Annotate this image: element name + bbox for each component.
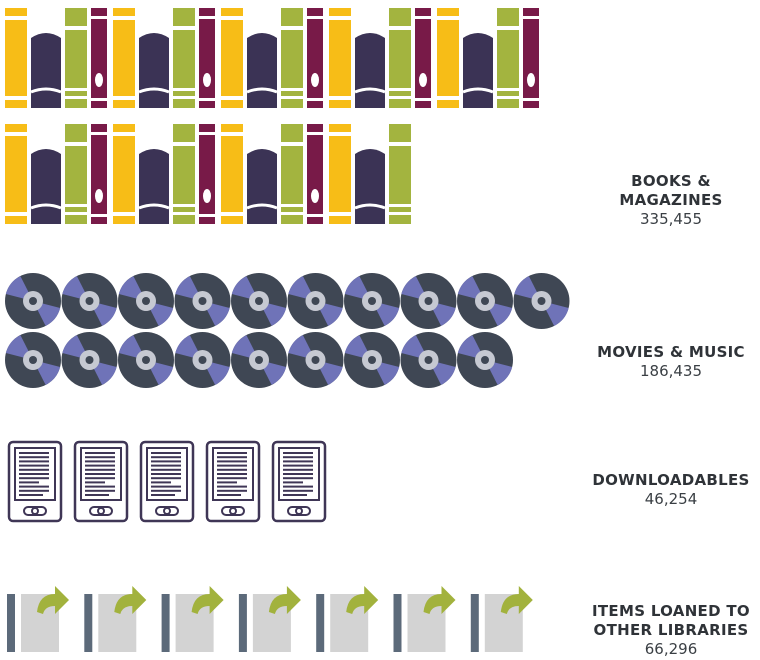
loan-icon (161, 586, 224, 652)
book-icon (281, 8, 303, 108)
book-icon (389, 8, 411, 108)
book-icon (329, 8, 351, 108)
book-icon (246, 149, 278, 224)
loans-category-name: OTHER LIBRARIES (593, 621, 749, 639)
disc-icon (5, 332, 61, 388)
book-icon (65, 124, 87, 224)
disc-icon (344, 273, 400, 329)
book-icon (30, 149, 62, 224)
disc-icon (287, 273, 344, 329)
disc-icon (344, 332, 400, 388)
ereader-icon (271, 440, 327, 523)
book-icon (138, 33, 170, 108)
book-icon (354, 33, 386, 108)
book-icon (246, 33, 278, 108)
ereader-icon (73, 440, 129, 523)
book-icon (173, 124, 195, 224)
downloads-category-name: DOWNLOADABLES (592, 471, 750, 489)
disc-icon (287, 332, 344, 388)
disc-icon (231, 273, 287, 329)
book-icon (389, 124, 411, 224)
disc-icon (457, 273, 513, 329)
ereader-icon (7, 440, 63, 523)
books-category-name: MAGAZINES (619, 191, 723, 209)
book-icon (199, 124, 215, 224)
book-icon (462, 33, 494, 108)
media-category-name: MOVIES & MUSIC (597, 343, 745, 361)
book-icon (437, 8, 459, 108)
loans-label: ITEMS LOANED TO OTHER LIBRARIES 66,296 (581, 602, 760, 659)
disc-icon (5, 273, 61, 329)
book-icon (173, 8, 195, 108)
book-icon (307, 8, 323, 108)
book-icon (113, 8, 135, 108)
disc-icon (457, 332, 513, 388)
loans-value: 66,296 (644, 640, 698, 658)
book-icon (30, 33, 62, 108)
book-icon (329, 124, 351, 224)
book-icon (138, 149, 170, 224)
book-icon (199, 8, 215, 108)
disc-icon (118, 273, 174, 329)
loan-icon (470, 586, 533, 652)
book-icon (113, 124, 135, 224)
downloads-value: 46,254 (644, 490, 698, 508)
disc-icon (400, 273, 457, 329)
disc-icon (118, 332, 174, 388)
loan-icon (393, 586, 456, 652)
book-icon (281, 124, 303, 224)
disc-icon (174, 273, 231, 329)
book-icon (91, 124, 107, 224)
disc-icon (231, 332, 287, 388)
media-label: MOVIES & MUSIC 186,435 (581, 343, 760, 381)
book-icon (91, 8, 107, 108)
loan-icon (84, 586, 147, 652)
loan-icon (238, 586, 301, 652)
disc-icon (61, 332, 118, 388)
disc-icon (513, 273, 570, 329)
book-icon (5, 8, 27, 108)
disc-icon (400, 332, 457, 388)
loan-icon (7, 586, 69, 652)
book-icon (523, 8, 539, 108)
ereader-icon (139, 440, 195, 523)
book-icon (354, 149, 386, 224)
loan-icon (316, 586, 379, 652)
book-icon (415, 8, 431, 108)
book-icon (221, 8, 243, 108)
books-value: 335,455 (639, 210, 703, 228)
loans-category-name: ITEMS LOANED TO (592, 602, 750, 620)
books-label: BOOKS & MAGAZINES 335,455 (581, 172, 760, 229)
books-category-name: BOOKS & (631, 172, 711, 190)
book-icon (497, 8, 519, 108)
book-icon (307, 124, 323, 224)
book-icon (65, 8, 87, 108)
disc-icon (174, 332, 231, 388)
disc-icon (61, 273, 118, 329)
book-icon (5, 124, 27, 224)
downloads-label: DOWNLOADABLES 46,254 (581, 471, 760, 509)
book-icon (221, 124, 243, 224)
ereader-icon (205, 440, 261, 523)
media-value: 186,435 (639, 362, 703, 380)
